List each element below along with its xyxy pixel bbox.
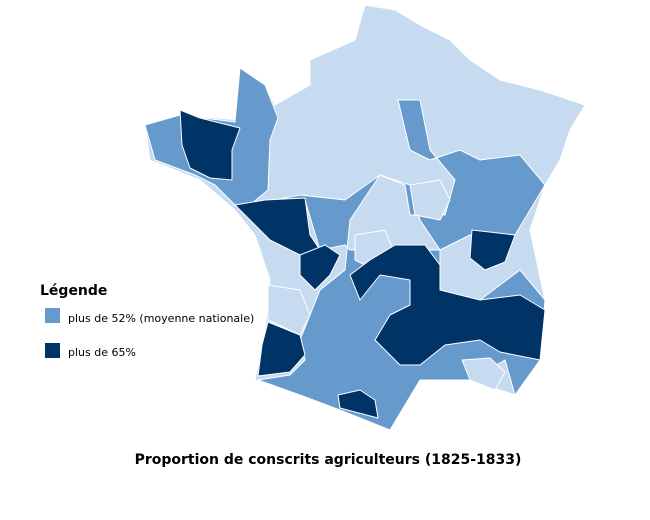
region-massif — [349, 244, 546, 366]
region-pyrenees — [337, 389, 379, 419]
legend-swatch — [45, 343, 60, 358]
region-charente — [299, 244, 341, 291]
map — [144, 4, 586, 431]
region-gard — [461, 357, 506, 391]
region-jura — [469, 229, 516, 271]
region-paris — [409, 179, 451, 221]
region-landes — [257, 321, 306, 377]
region-gironde — [267, 284, 311, 336]
caption: Proportion de conscrits agriculteurs (18… — [135, 452, 522, 468]
legend-swatch — [45, 308, 60, 323]
legend-title: Légende — [40, 283, 107, 299]
legend: Légende plus de 52% (moyenne nationale) … — [40, 283, 254, 359]
region-brittany-center — [179, 109, 241, 181]
legend-label: plus de 52% (moyenne nationale) — [68, 312, 254, 325]
legend-label: plus de 65% — [68, 346, 136, 359]
